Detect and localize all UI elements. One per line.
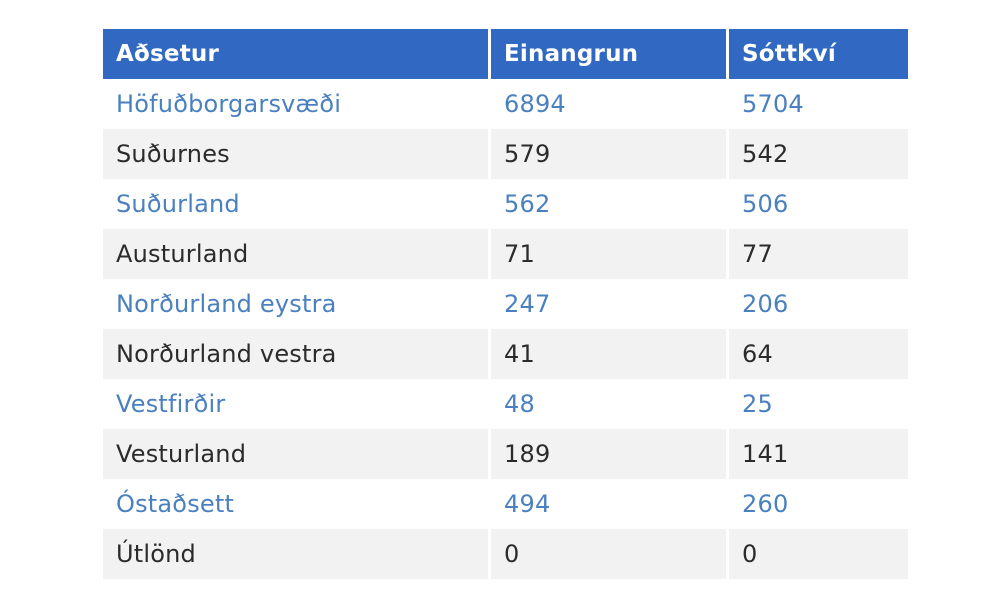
region-cell: Vestfirðir — [103, 379, 488, 429]
table-row: Útlönd 0 0 — [103, 529, 908, 579]
region-cell: Höfuðborgarsvæði — [103, 79, 488, 129]
quarantine-cell: 64 — [729, 329, 908, 379]
quarantine-cell: 206 — [729, 279, 908, 329]
region-cell: Austurland — [103, 229, 488, 279]
region-cell: Norðurland vestra — [103, 329, 488, 379]
quarantine-cell: 260 — [729, 479, 908, 529]
table-row: Norðurland eystra 247 206 — [103, 279, 908, 329]
quarantine-cell: 506 — [729, 179, 908, 229]
table-row: Óstaðsett 494 260 — [103, 479, 908, 529]
isolation-cell: 41 — [491, 329, 726, 379]
region-cell: Vesturland — [103, 429, 488, 479]
quarantine-cell: 141 — [729, 429, 908, 479]
isolation-cell: 48 — [491, 379, 726, 429]
isolation-cell: 71 — [491, 229, 726, 279]
isolation-cell: 247 — [491, 279, 726, 329]
header-cell-adsetur: Aðsetur — [103, 29, 488, 79]
table-row: Suðurnes 579 542 — [103, 129, 908, 179]
region-cell: Óstaðsett — [103, 479, 488, 529]
table-row: Vestfirðir 48 25 — [103, 379, 908, 429]
table-row: Suðurland 562 506 — [103, 179, 908, 229]
header-cell-einangrun: Einangrun — [491, 29, 726, 79]
region-cell: Útlönd — [103, 529, 488, 579]
quarantine-cell: 542 — [729, 129, 908, 179]
isolation-cell: 6894 — [491, 79, 726, 129]
region-cell: Norðurland eystra — [103, 279, 488, 329]
isolation-cell: 189 — [491, 429, 726, 479]
quarantine-cell: 0 — [729, 529, 908, 579]
quarantine-cell: 25 — [729, 379, 908, 429]
table-row: Vesturland 189 141 — [103, 429, 908, 479]
table-row: Höfuðborgarsvæði 6894 5704 — [103, 79, 908, 129]
region-cell: Suðurnes — [103, 129, 488, 179]
table-header-row: Aðsetur Einangrun Sóttkví — [103, 29, 908, 79]
header-cell-sottkvi: Sóttkví — [729, 29, 908, 79]
region-cell: Suðurland — [103, 179, 488, 229]
table-row: Austurland 71 77 — [103, 229, 908, 279]
data-table: Aðsetur Einangrun Sóttkví Höfuðborgarsvæ… — [103, 29, 908, 579]
isolation-cell: 562 — [491, 179, 726, 229]
quarantine-cell: 77 — [729, 229, 908, 279]
table-row: Norðurland vestra 41 64 — [103, 329, 908, 379]
isolation-cell: 579 — [491, 129, 726, 179]
isolation-cell: 0 — [491, 529, 726, 579]
isolation-cell: 494 — [491, 479, 726, 529]
quarantine-cell: 5704 — [729, 79, 908, 129]
